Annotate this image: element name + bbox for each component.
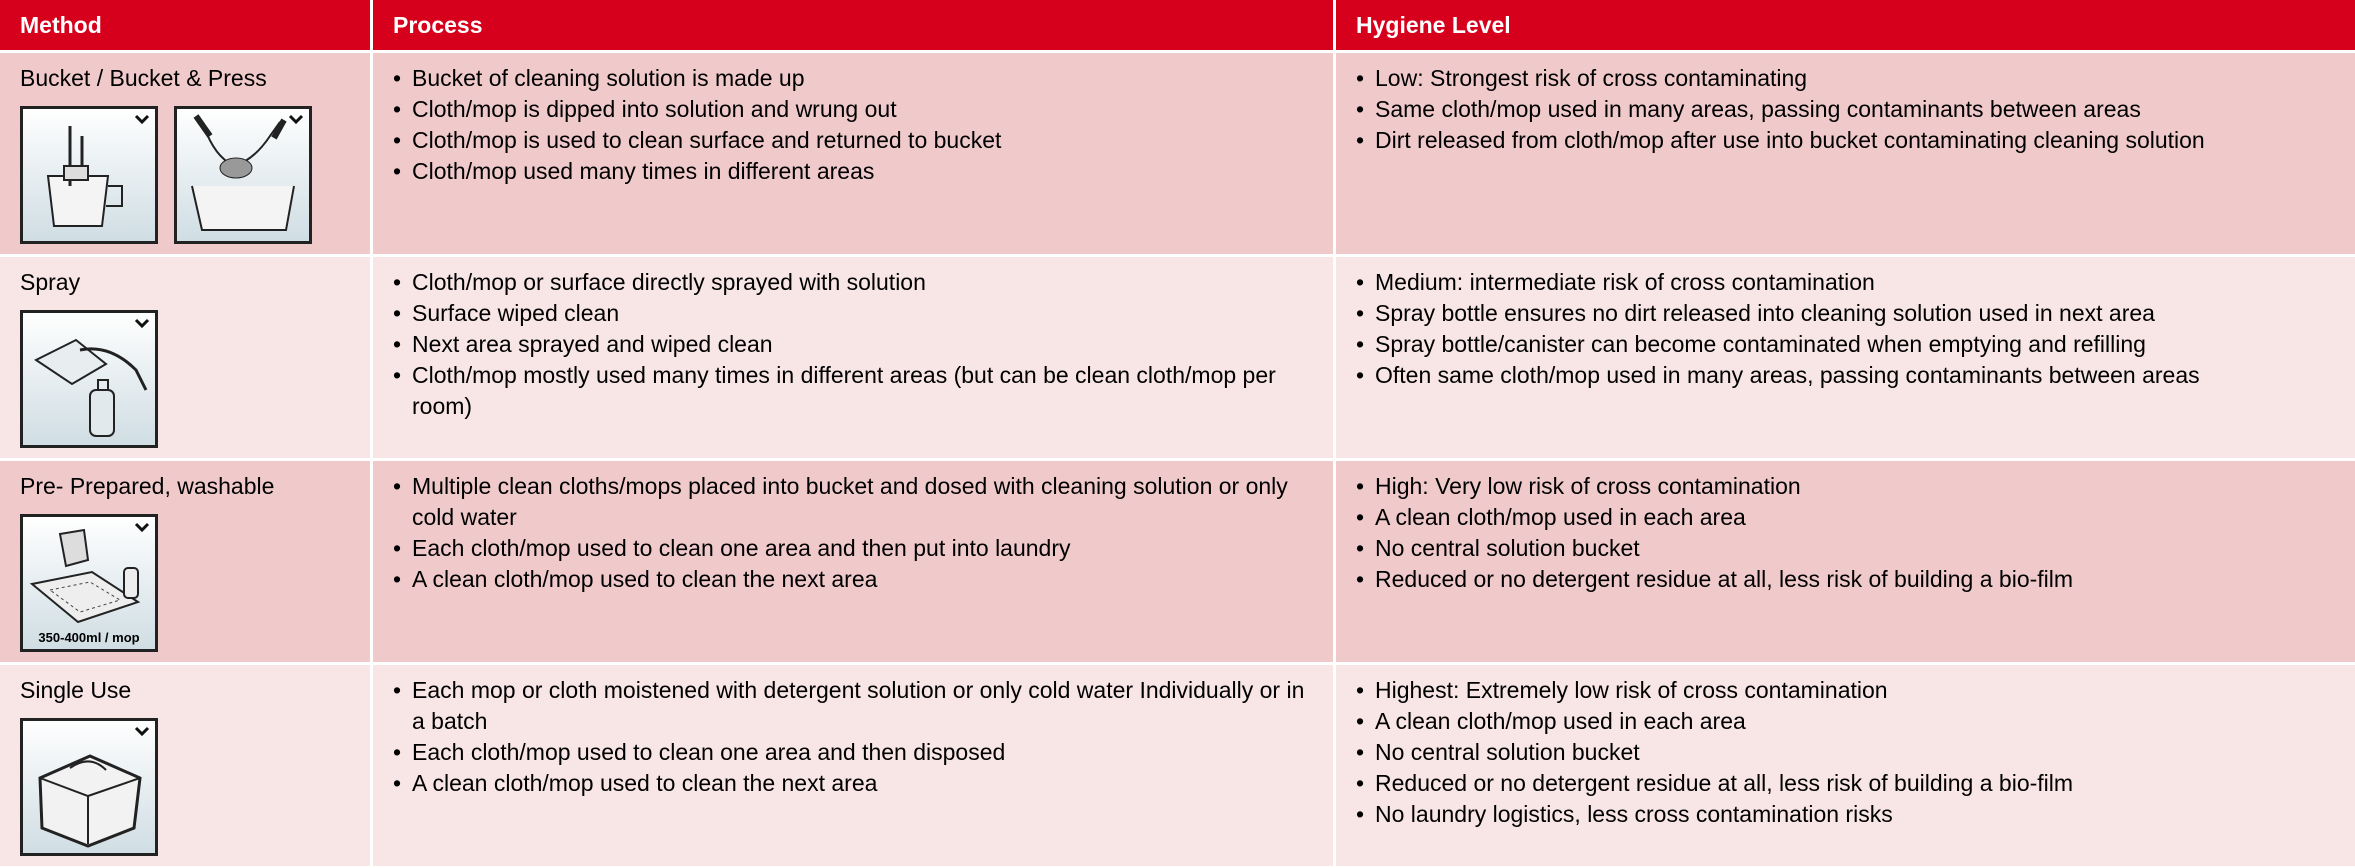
process-item: Cloth/mop is used to clean surface and r… <box>393 125 1319 156</box>
process-item: Bucket of cleaning solution is made up <box>393 63 1319 94</box>
column-header: Hygiene Level <box>1336 0 2355 50</box>
hygiene-item: Low: Strongest risk of cross contaminati… <box>1356 63 2341 94</box>
hygiene-item: Highest: Extremely low risk of cross con… <box>1356 675 2341 706</box>
hygiene-item: Spray bottle/canister can become contami… <box>1356 329 2341 360</box>
hygiene-cell: High: Very low risk of cross contaminati… <box>1336 461 2355 662</box>
process-item: A clean cloth/mop used to clean the next… <box>393 564 1319 595</box>
hygiene-item: Reduced or no detergent residue at all, … <box>1356 768 2341 799</box>
process-cell: Each mop or cloth moistened with deterge… <box>373 665 1333 866</box>
method-icons <box>20 718 356 856</box>
method-icon <box>174 106 312 244</box>
hygiene-item: No central solution bucket <box>1356 737 2341 768</box>
process-list: Each mop or cloth moistened with deterge… <box>393 675 1319 799</box>
hygiene-list: Low: Strongest risk of cross contaminati… <box>1356 63 2341 156</box>
method-name: Single Use <box>20 677 132 703</box>
hygiene-list: Medium: intermediate risk of cross conta… <box>1356 267 2341 391</box>
hygiene-item: No central solution bucket <box>1356 533 2341 564</box>
process-item: Cloth/mop is dipped into solution and wr… <box>393 94 1319 125</box>
process-list: Cloth/mop or surface directly sprayed wi… <box>393 267 1319 422</box>
method-icon <box>20 106 158 244</box>
process-list: Multiple clean cloths/mops placed into b… <box>393 471 1319 595</box>
hygiene-list: Highest: Extremely low risk of cross con… <box>1356 675 2341 830</box>
hygiene-cell: Highest: Extremely low risk of cross con… <box>1336 665 2355 866</box>
process-cell: Multiple clean cloths/mops placed into b… <box>373 461 1333 662</box>
method-icons <box>20 106 356 244</box>
method-icons <box>20 310 356 448</box>
hygiene-item: A clean cloth/mop used in each area <box>1356 502 2341 533</box>
process-item: Cloth/mop mostly used many times in diff… <box>393 360 1319 422</box>
process-item: Next area sprayed and wiped clean <box>393 329 1319 360</box>
hygiene-item: Same cloth/mop used in many areas, passi… <box>1356 94 2341 125</box>
method-icons: 350-400ml / mop <box>20 514 356 652</box>
hygiene-list: High: Very low risk of cross contaminati… <box>1356 471 2341 595</box>
method-name: Bucket / Bucket & Press <box>20 65 267 91</box>
method-name: Pre- Prepared, washable <box>20 473 275 499</box>
process-item: Each cloth/mop used to clean one area an… <box>393 737 1319 768</box>
hygiene-item: Medium: intermediate risk of cross conta… <box>1356 267 2341 298</box>
hygiene-item: Dirt released from cloth/mop after use i… <box>1356 125 2341 156</box>
method-cell: Pre- Prepared, washable 350-400ml / mop <box>0 461 370 662</box>
hygiene-item: Often same cloth/mop used in many areas,… <box>1356 360 2341 391</box>
method-cell: Spray <box>0 257 370 458</box>
process-cell: Cloth/mop or surface directly sprayed wi… <box>373 257 1333 458</box>
hygiene-item: High: Very low risk of cross contaminati… <box>1356 471 2341 502</box>
hygiene-item: Reduced or no detergent residue at all, … <box>1356 564 2341 595</box>
icon-label: 350-400ml / mop <box>38 630 139 645</box>
process-item: Cloth/mop or surface directly sprayed wi… <box>393 267 1319 298</box>
method-icon: 350-400ml / mop <box>20 514 158 652</box>
method-icon <box>20 718 158 856</box>
hygiene-item: A clean cloth/mop used in each area <box>1356 706 2341 737</box>
process-item: Each mop or cloth moistened with deterge… <box>393 675 1319 737</box>
hygiene-cell: Medium: intermediate risk of cross conta… <box>1336 257 2355 458</box>
process-item: Each cloth/mop used to clean one area an… <box>393 533 1319 564</box>
hygiene-cell: Low: Strongest risk of cross contaminati… <box>1336 53 2355 254</box>
process-item: A clean cloth/mop used to clean the next… <box>393 768 1319 799</box>
process-item: Surface wiped clean <box>393 298 1319 329</box>
hygiene-item: No laundry logistics, less cross contami… <box>1356 799 2341 830</box>
process-list: Bucket of cleaning solution is made upCl… <box>393 63 1319 187</box>
column-header: Process <box>373 0 1333 50</box>
hygiene-item: Spray bottle ensures no dirt released in… <box>1356 298 2341 329</box>
method-name: Spray <box>20 269 81 295</box>
method-cell: Single Use <box>0 665 370 866</box>
method-icon <box>20 310 158 448</box>
process-cell: Bucket of cleaning solution is made upCl… <box>373 53 1333 254</box>
process-item: Cloth/mop used many times in different a… <box>393 156 1319 187</box>
column-header: Method <box>0 0 370 50</box>
process-item: Multiple clean cloths/mops placed into b… <box>393 471 1319 533</box>
method-cell: Bucket / Bucket & Press <box>0 53 370 254</box>
